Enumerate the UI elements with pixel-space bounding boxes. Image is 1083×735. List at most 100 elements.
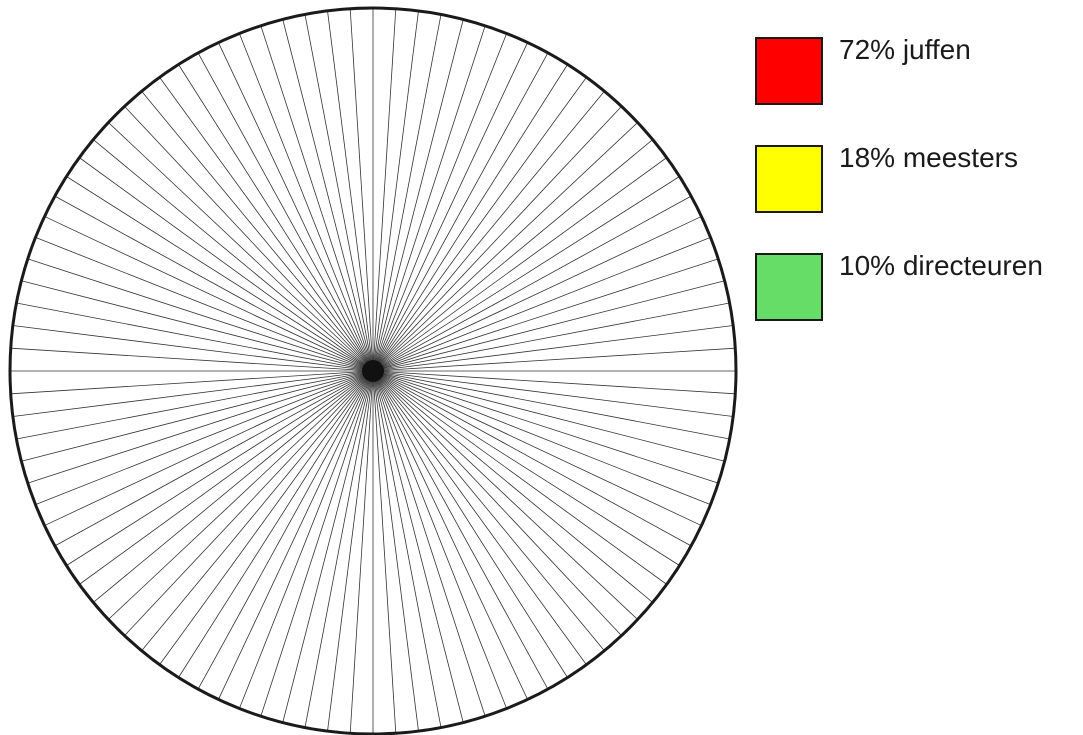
segment-line [372, 370, 638, 620]
legend-swatch-yellow [755, 145, 823, 213]
segment-line [372, 370, 549, 690]
segment-line [372, 302, 730, 372]
segment-line [372, 216, 702, 372]
segment-line [372, 14, 442, 372]
segment-line [372, 195, 692, 372]
segment-line [349, 370, 374, 734]
segment-line [372, 370, 680, 566]
segment-line [372, 370, 605, 651]
segment-line [372, 370, 568, 678]
segment-line [372, 370, 702, 526]
segment-line [260, 25, 374, 372]
segment-line [44, 216, 374, 372]
segment-line [372, 157, 667, 372]
segment-line [218, 370, 374, 700]
segment-line [372, 370, 528, 700]
segment-line [372, 370, 711, 506]
segment-line [372, 370, 734, 417]
segment-line [372, 19, 464, 372]
segment-line [327, 10, 374, 372]
segment-line [372, 10, 419, 372]
segment-line [16, 302, 374, 372]
segment-line [372, 370, 587, 665]
segment-line [372, 77, 587, 372]
segment-line [372, 370, 464, 723]
segment-line [124, 370, 374, 636]
segment-line [35, 370, 374, 506]
legend-label-meesters: 18% meesters [839, 142, 1018, 173]
segment-line [372, 176, 680, 372]
segment-line [372, 42, 528, 372]
segment-line [260, 370, 374, 717]
segment-line [66, 370, 374, 566]
segment-line [141, 370, 374, 651]
segment-line [16, 370, 374, 440]
segment-line [372, 258, 719, 372]
legend-swatch-red [755, 37, 823, 105]
segment-line [372, 139, 653, 372]
segment-line [54, 370, 374, 547]
segment-line [372, 280, 725, 372]
segment-line [372, 370, 667, 585]
segment-line [79, 370, 374, 585]
segment-line [159, 370, 374, 665]
segment-line [10, 347, 374, 372]
segment-line [372, 370, 719, 484]
segment-line [282, 19, 374, 372]
segment-line [372, 370, 730, 440]
segment-line [10, 370, 374, 395]
segment-line [218, 42, 374, 372]
segment-line [372, 236, 711, 372]
segment-line [54, 195, 374, 372]
segment-line [27, 370, 374, 484]
segment-line [197, 52, 374, 372]
segment-line [372, 91, 605, 372]
segment-line [93, 139, 374, 372]
segment-line [372, 370, 419, 732]
segment-line [372, 370, 486, 717]
segment-line [372, 347, 736, 372]
segment-line [372, 370, 736, 395]
segment-line [372, 106, 622, 372]
legend-label-directeuren: 10% directeuren [839, 250, 1043, 281]
segment-line [372, 370, 442, 728]
segment-line [178, 370, 374, 678]
segment-line [372, 325, 734, 372]
segment-line [21, 280, 374, 372]
segment-line [66, 176, 374, 372]
segment-line [372, 370, 725, 462]
blank-pie-circle [8, 6, 738, 735]
segment-line [197, 370, 374, 690]
segment-line [372, 370, 692, 547]
segment-line [372, 122, 638, 372]
segment-line [372, 52, 549, 372]
legend-swatch-green [755, 253, 823, 321]
segment-line [159, 77, 374, 372]
segment-line [141, 91, 374, 372]
segment-line [372, 25, 486, 372]
segment-line [327, 370, 374, 732]
segment-line [238, 370, 374, 709]
segment-line [372, 64, 568, 372]
segment-line [282, 370, 374, 723]
segment-line [304, 370, 374, 728]
segment-line [372, 370, 397, 734]
segment-line [349, 8, 374, 372]
segment-line [108, 122, 374, 372]
segment-line [304, 14, 374, 372]
segment-line [124, 106, 374, 372]
segment-line [44, 370, 374, 526]
segment-line [27, 258, 374, 372]
segment-line [372, 8, 397, 372]
segment-line [372, 370, 653, 603]
segment-lines [10, 8, 736, 734]
legend-label-juffen: 72% juffen [839, 34, 971, 65]
segment-line [178, 64, 374, 372]
segment-line [35, 236, 374, 372]
segment-line [238, 33, 374, 372]
segment-line [79, 157, 374, 372]
segment-line [372, 370, 508, 709]
segment-line [93, 370, 374, 603]
segment-line [372, 33, 508, 372]
circle-outline [8, 6, 738, 735]
